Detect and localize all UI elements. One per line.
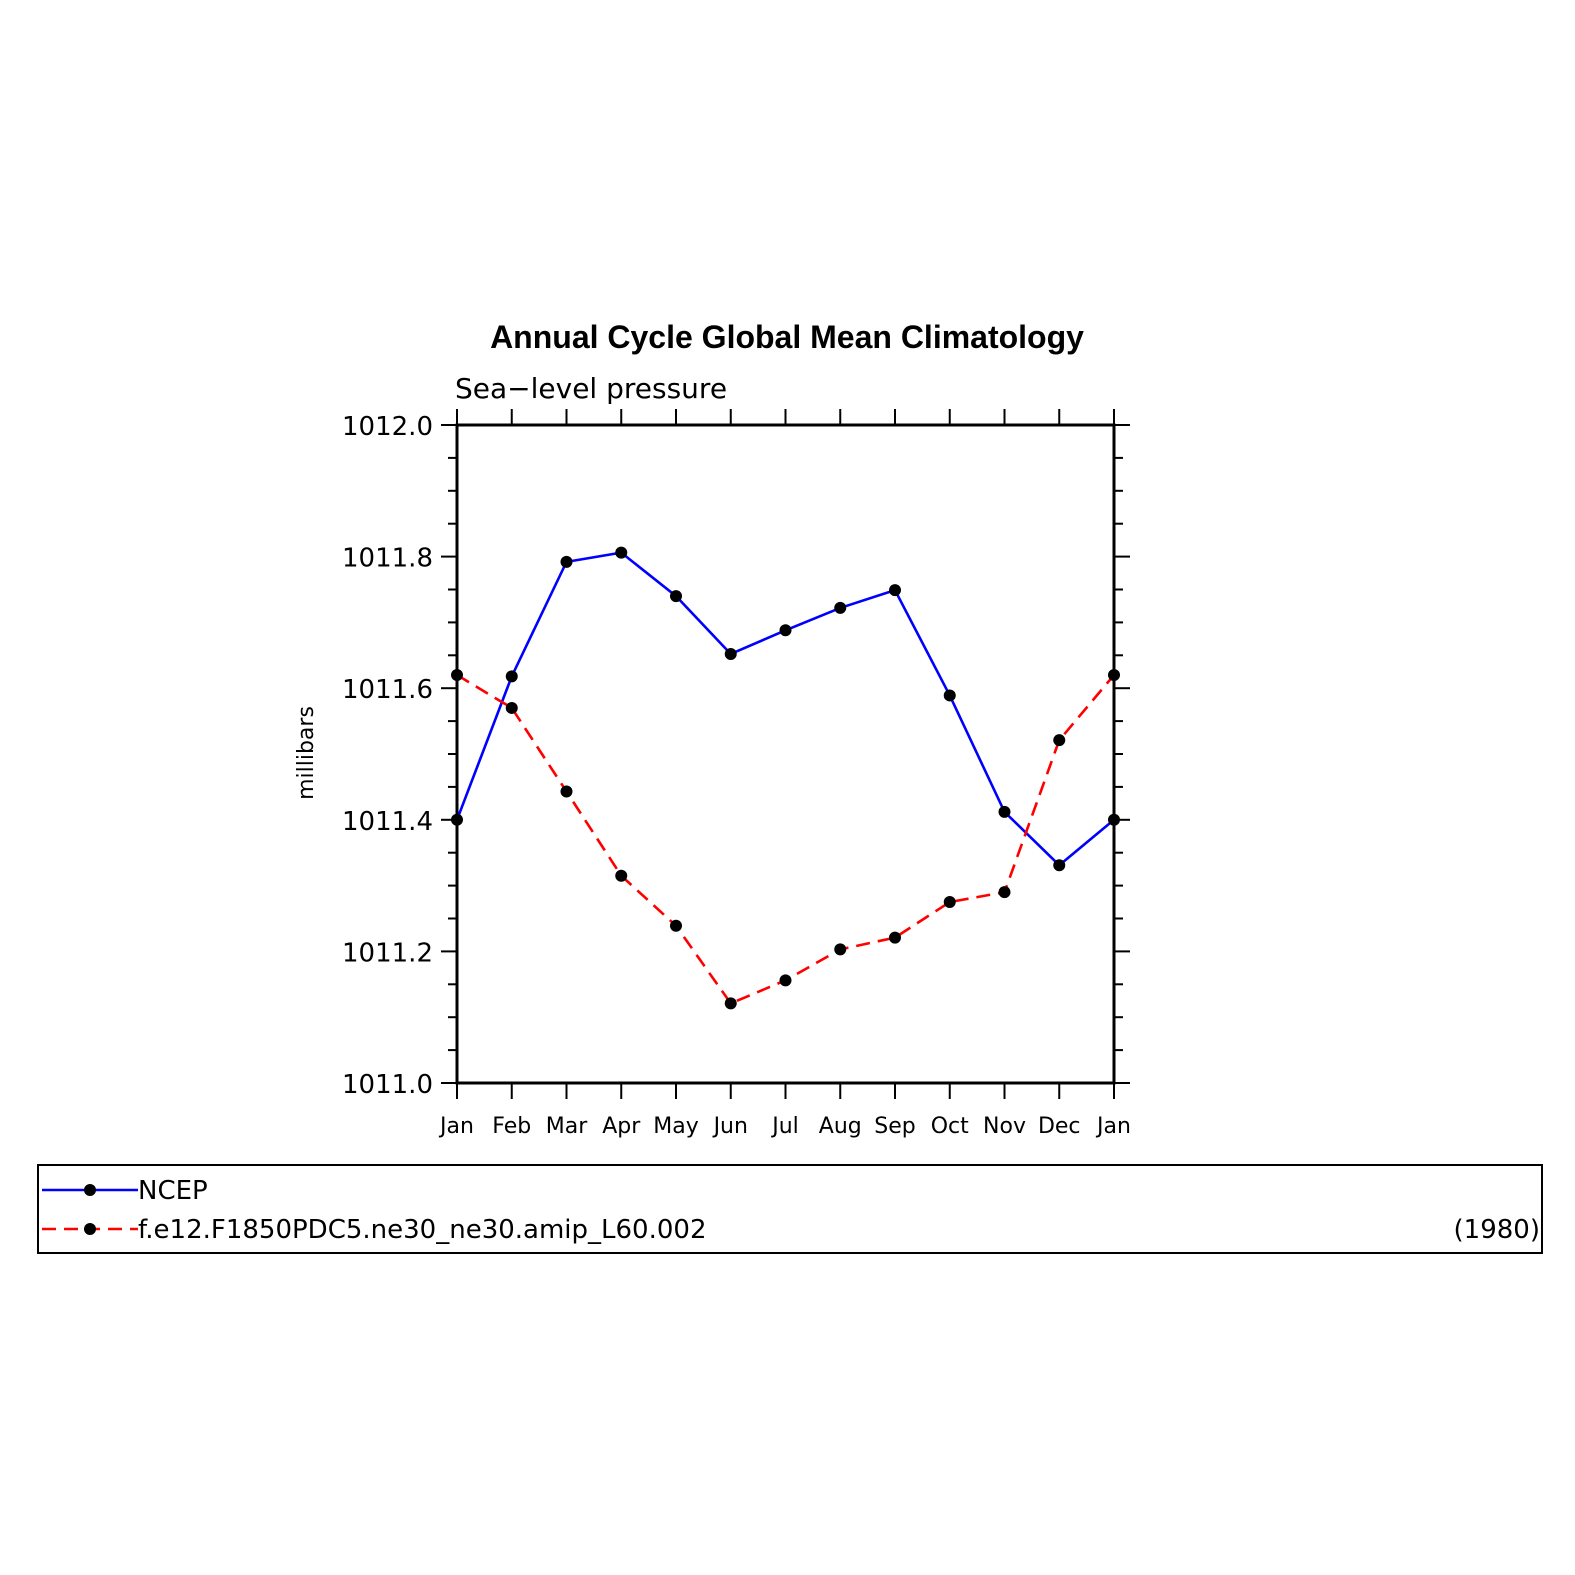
x-tick-label: Oct [931, 1114, 969, 1139]
data-point [943, 896, 956, 909]
x-tick-label: Apr [602, 1114, 641, 1139]
legend-box [37, 1164, 1543, 1254]
chart-subtitle: Sea−level pressure [455, 372, 727, 405]
legend-marker [84, 1223, 96, 1235]
y-tick-label: 1011.0 [342, 1070, 433, 1100]
axes: 1011.0 1011.2 1011.4 1011.6 1011.8 1012.0 Jan F… [342, 409, 1131, 1139]
data-point [560, 785, 573, 798]
data-point [505, 670, 518, 683]
data-point [779, 974, 792, 987]
legend-note: (1980) [1454, 1215, 1540, 1245]
series-0 [451, 546, 1120, 872]
y-tick-label: 1011.2 [342, 938, 433, 968]
data-point [615, 869, 628, 882]
legend-marker [84, 1184, 96, 1196]
data-point [779, 624, 792, 637]
series-line [456, 673, 1115, 1005]
series-line [455, 551, 1115, 867]
data-point [943, 689, 956, 702]
x-tick-label: Feb [492, 1114, 531, 1139]
y-axis-label: millibars [294, 706, 319, 800]
data-point [615, 546, 628, 559]
data-point [505, 701, 518, 714]
x-tick-label: Mar [546, 1114, 588, 1139]
x-tick-label: Jul [770, 1114, 799, 1139]
series-layer [451, 546, 1120, 1010]
x-tick-label: Jan [1095, 1114, 1131, 1139]
series-1 [451, 669, 1120, 1010]
x-tick-label: Dec [1038, 1114, 1081, 1139]
data-point [998, 886, 1011, 899]
legend-entry: NCEP [138, 1176, 208, 1206]
data-point [889, 584, 901, 597]
data-point [670, 919, 682, 932]
y-tick-label: 1011.8 [342, 544, 433, 574]
data-point [889, 931, 901, 944]
data-point [1108, 669, 1120, 682]
data-point [451, 669, 463, 682]
legend-entry: f.e12.F1850PDC5.ne30_ne30.amip_L60.002 [138, 1215, 706, 1245]
y-tick-label: 1012.0 [342, 412, 433, 442]
y-tick-label: 1011.6 [342, 675, 433, 705]
y-tick-label: 1011.4 [342, 807, 433, 837]
x-tick-label: Sep [874, 1114, 915, 1139]
x-tick-label: Jun [712, 1114, 748, 1139]
chart-title: Annual Cycle Global Mean Climatology [490, 319, 1084, 355]
x-tick-label: Nov [983, 1114, 1026, 1139]
x-tick-label: May [653, 1114, 698, 1139]
data-point [1108, 813, 1120, 826]
data-point [670, 590, 682, 603]
data-point [724, 647, 737, 660]
x-tick-label: Jan [438, 1114, 474, 1139]
data-point [998, 805, 1011, 818]
data-point [834, 601, 847, 614]
data-point [560, 555, 573, 568]
legend: (1980) NCEP f.e12.F1850PDC5.ne30_ne30.ami… [37, 1164, 1543, 1254]
data-point [1053, 859, 1066, 872]
data-point [724, 997, 737, 1010]
data-point [451, 813, 463, 826]
data-point [834, 943, 847, 956]
data-point [1053, 734, 1066, 747]
x-tick-label: Aug [819, 1114, 862, 1139]
